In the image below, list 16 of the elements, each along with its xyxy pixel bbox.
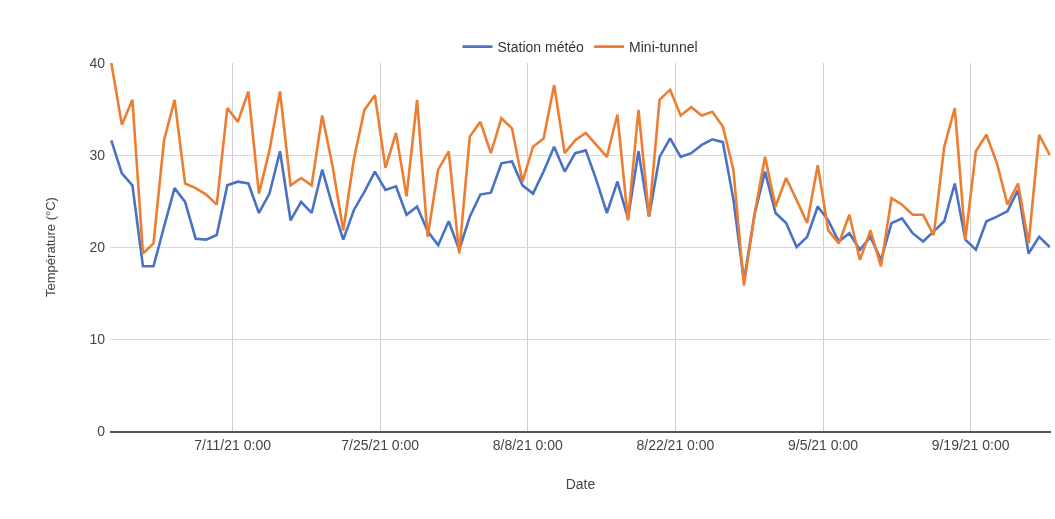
x-tick-label: 8/22/21 0:00 <box>636 436 715 453</box>
y-axis-title: Température (°C) <box>43 197 59 297</box>
x-tick-label: 7/25/21 0:00 <box>341 436 420 453</box>
y-tick-label: 20 <box>89 238 106 255</box>
x-tick-label: 8/8/21 0:00 <box>492 436 564 453</box>
y-tick-label: 30 <box>89 146 106 163</box>
x-axis-title: Date <box>565 476 596 493</box>
legend-label: Mini-tunnel <box>629 39 698 56</box>
legend-label: Station météo <box>497 39 585 56</box>
y-tick-label: 0 <box>97 422 106 439</box>
y-tick-label: 40 <box>89 54 106 71</box>
y-tick-label: 10 <box>89 330 106 347</box>
line-series <box>110 63 1051 287</box>
x-tick-label: 7/11/21 0:00 <box>194 436 272 453</box>
x-tick-label: 9/5/21 0:00 <box>787 436 859 453</box>
x-tick-label: 9/19/21 0:00 <box>931 436 1010 453</box>
